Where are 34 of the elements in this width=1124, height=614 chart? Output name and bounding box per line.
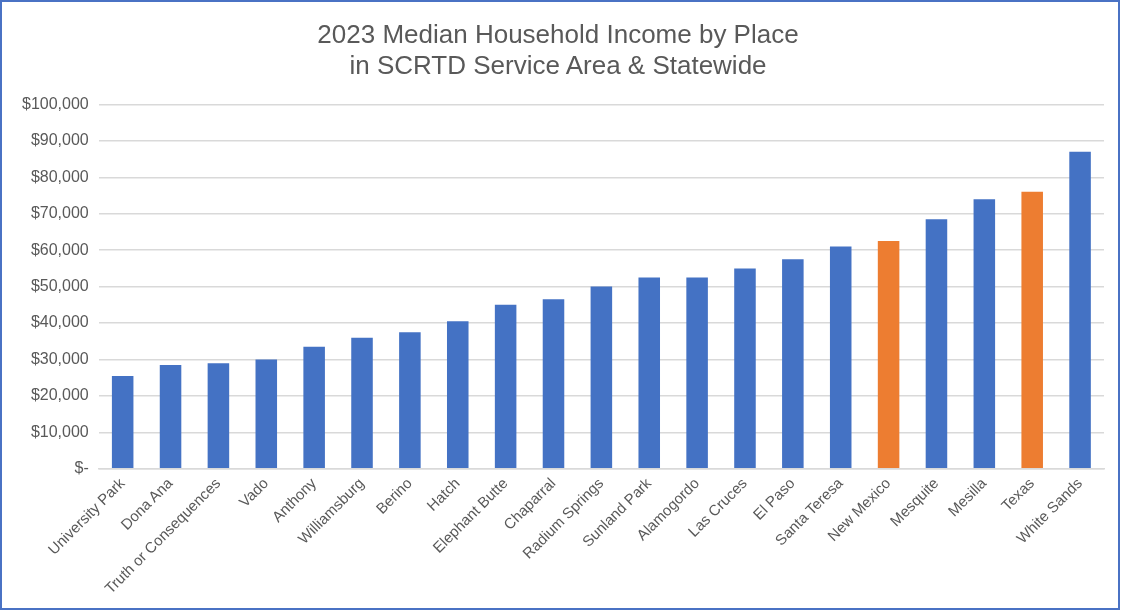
bar	[686, 277, 708, 469]
y-tick-label: $50,000	[30, 277, 89, 295]
bar	[782, 259, 804, 469]
bar	[159, 364, 182, 469]
bar	[494, 304, 517, 469]
x-tick-label: Vado	[235, 474, 272, 511]
bar	[734, 268, 756, 469]
y-tick-label: $40,000	[30, 313, 89, 331]
bar	[255, 359, 278, 469]
bar	[399, 332, 421, 469]
y-tick-label: $80,000	[30, 167, 89, 185]
bar	[829, 246, 852, 469]
y-tick-label: $90,000	[30, 131, 89, 149]
chart-title: 2023 Median Household Income by Place in SCRTD Service Area & Statewide	[317, 18, 799, 80]
y-tick-label: $100,000	[22, 94, 89, 112]
bar	[303, 346, 325, 469]
bar	[1069, 151, 1091, 469]
y-tick-label: $70,000	[30, 204, 89, 222]
y-tick-label: $10,000	[30, 422, 89, 440]
bar	[925, 219, 948, 469]
bar	[638, 277, 661, 469]
bar	[207, 363, 230, 469]
bar	[111, 375, 134, 469]
bar	[877, 241, 900, 469]
bar	[446, 321, 469, 469]
y-tick-label: $30,000	[30, 349, 89, 367]
y-tick-label: $60,000	[30, 240, 89, 258]
bar	[351, 337, 373, 469]
bar	[1021, 191, 1043, 469]
y-tick-label: $20,000	[30, 386, 89, 404]
bar	[542, 299, 565, 469]
bar	[973, 199, 996, 469]
bar	[590, 286, 613, 469]
y-tick-label: $-	[74, 459, 89, 477]
